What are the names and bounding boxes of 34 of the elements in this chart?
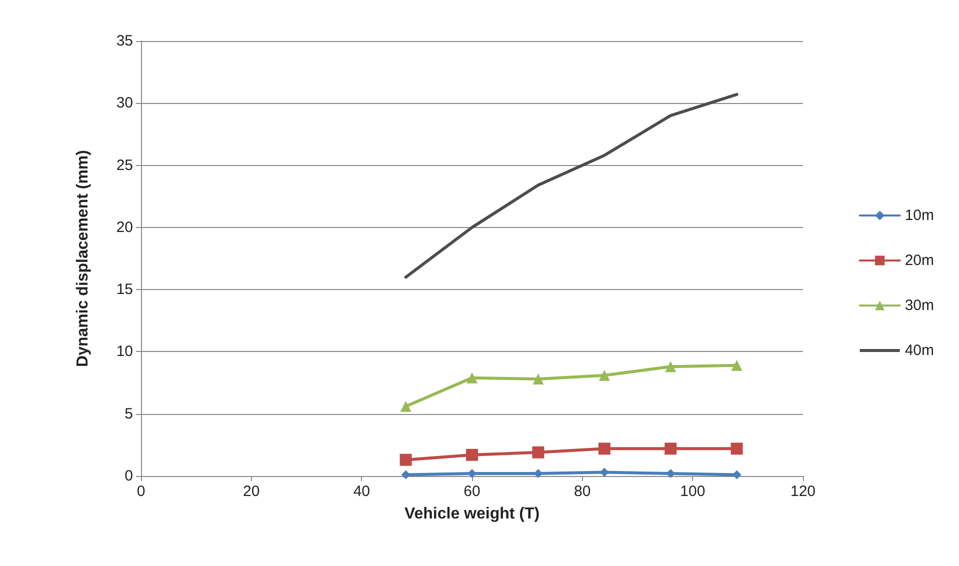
point xyxy=(400,400,412,412)
y-tick-label: 20 xyxy=(116,218,133,236)
point xyxy=(466,372,478,384)
x-tick-label: 100 xyxy=(680,483,706,500)
y-tick-label: 35 xyxy=(116,32,133,50)
point xyxy=(665,361,676,372)
point xyxy=(730,442,743,455)
point xyxy=(664,442,677,455)
point xyxy=(400,454,412,466)
y-tick-label: 15 xyxy=(116,281,133,298)
point xyxy=(731,360,742,371)
x-tick-label: 40 xyxy=(353,483,370,500)
point xyxy=(598,370,610,381)
x-tick-label: 60 xyxy=(464,483,480,500)
legend-label: 30m xyxy=(904,297,934,314)
line-series xyxy=(404,92,738,279)
y-axis-title: Dynamic displacement (mm) xyxy=(74,150,92,367)
y-tick-label: 5 xyxy=(124,405,133,422)
y-tick-label: 25 xyxy=(116,156,133,174)
legend-label: 10m xyxy=(904,207,934,224)
x-axis-title: Vehicle weight (T) xyxy=(404,506,540,522)
x-tick-label: 120 xyxy=(790,483,816,500)
x-tick-label: 20 xyxy=(242,483,260,500)
y-tick-label: 0 xyxy=(124,468,133,484)
y-tick-label: 10 xyxy=(116,343,133,360)
point xyxy=(532,374,544,385)
y-tick-label: 30 xyxy=(116,94,133,112)
point xyxy=(598,442,610,455)
point xyxy=(466,448,478,461)
x-tick-label: 80 xyxy=(574,483,591,500)
legend-label: 20m xyxy=(904,252,934,269)
legend-label: 40m xyxy=(904,342,934,359)
x-tick-label: 0 xyxy=(136,483,146,500)
point xyxy=(532,446,544,458)
